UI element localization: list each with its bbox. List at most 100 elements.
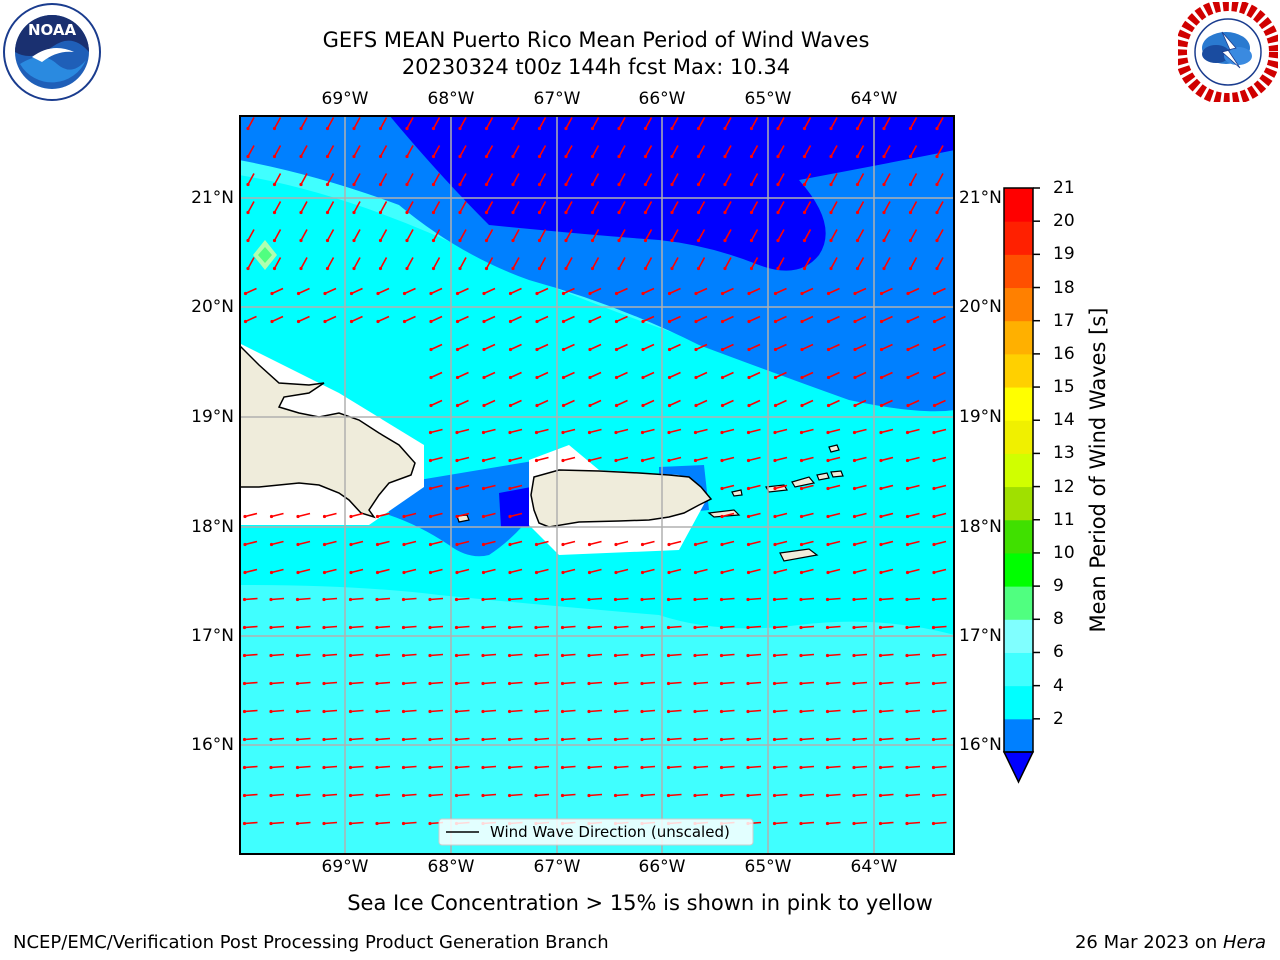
wave-arrow-head: [693, 625, 697, 630]
wave-direction-arrow: [906, 653, 921, 657]
wave-arrow-head: [852, 570, 857, 575]
wave-arrow-head: [535, 375, 539, 380]
wave-arrow-head: [641, 375, 645, 380]
wave-direction-arrow: [881, 287, 893, 295]
wave-direction-arrow: [615, 568, 629, 574]
lat-label-right: 20°N: [959, 297, 1002, 317]
wave-direction-arrow: [591, 173, 600, 185]
wave-arrow-head: [454, 793, 459, 798]
wave-direction-arrow: [562, 540, 576, 546]
wave-arrow-head: [932, 458, 936, 463]
wave-direction-arrow: [747, 765, 762, 769]
wave-direction-arrow: [406, 257, 414, 269]
wave-arrow-head: [428, 709, 432, 714]
wave-arrow-head: [246, 182, 250, 187]
wave-arrow-head: [428, 653, 432, 658]
wave-direction-arrow: [270, 653, 285, 657]
wave-direction-arrow: [775, 315, 787, 323]
colorbar-tick-label: 15: [1053, 377, 1075, 398]
wave-direction-arrow: [323, 709, 338, 713]
wave-direction-arrow: [562, 709, 576, 713]
wave-direction-arrow: [644, 201, 653, 213]
wave-arrow-head: [534, 570, 539, 575]
wave-arrow-head: [272, 126, 277, 131]
wave-direction-arrow: [748, 371, 761, 379]
wave-arrow-head: [643, 210, 648, 215]
wave-arrow-head: [935, 210, 939, 215]
wave-arrow-head: [719, 737, 724, 742]
wave-direction-arrow: [853, 625, 868, 629]
wave-direction-arrow: [270, 737, 285, 741]
wave-arrow-head: [322, 653, 326, 658]
wave-direction-arrow: [588, 597, 603, 601]
wave-direction-arrow: [909, 201, 918, 213]
colorbar-band: [1004, 552, 1033, 587]
wave-arrow-head: [270, 291, 274, 296]
wave-arrow-head: [719, 625, 724, 630]
wave-arrow-head: [935, 182, 939, 187]
map-frame: [239, 115, 955, 855]
wave-arrow-head: [561, 570, 565, 575]
wave-direction-arrow: [883, 229, 891, 241]
wave-arrow-head: [799, 709, 803, 714]
wave-direction-arrow: [907, 484, 920, 490]
wave-direction-arrow: [270, 821, 285, 825]
wave-direction-arrow: [641, 765, 656, 769]
wave-direction-arrow: [883, 201, 891, 213]
wave-direction-arrow: [350, 597, 364, 601]
wave-arrow-head: [799, 737, 803, 742]
wave-direction-arrow: [830, 117, 838, 129]
wave-arrow-head: [776, 238, 780, 243]
wave-direction-arrow: [538, 145, 547, 157]
wave-direction-arrow: [379, 257, 388, 269]
wave-arrow-head: [428, 486, 433, 491]
wave-direction-arrow: [482, 793, 497, 797]
wave-arrow-head: [905, 458, 910, 463]
wave-direction-arrow: [326, 201, 335, 213]
wave-arrow-head: [747, 347, 751, 352]
wave-direction-arrow: [588, 625, 603, 629]
wave-arrow-head: [666, 765, 671, 770]
wave-arrow-head: [905, 542, 910, 547]
wave-direction-arrow: [430, 484, 443, 490]
wave-direction-arrow: [747, 653, 762, 657]
wave-arrow-head: [882, 238, 886, 243]
wave-direction-arrow: [881, 343, 893, 351]
wave-arrow-head: [428, 570, 433, 575]
wave-arrow-head: [905, 765, 909, 770]
wave-direction-arrow: [697, 257, 706, 269]
wave-arrow-head: [829, 238, 833, 243]
wave-direction-arrow: [668, 653, 682, 657]
wave-arrow-head: [746, 625, 750, 630]
wave-arrow-head: [826, 319, 831, 324]
wave-arrow-head: [272, 182, 277, 187]
wave-arrow-head: [666, 597, 671, 602]
wave-direction-arrow: [377, 315, 390, 323]
wave-arrow-head: [401, 709, 406, 714]
wave-arrow-head: [561, 542, 565, 547]
colorbar-tick-label: 6: [1053, 642, 1064, 663]
wave-direction-arrow: [694, 625, 709, 629]
wave-arrow-head: [720, 375, 725, 380]
wave-direction-arrow: [350, 737, 364, 741]
wave-direction-arrow: [880, 821, 894, 825]
wave-arrow-head: [908, 126, 913, 131]
wave-arrow-head: [323, 291, 327, 296]
wave-direction-arrow: [722, 287, 734, 295]
wave-arrow-head: [696, 154, 701, 159]
wave-direction-arrow: [854, 371, 867, 379]
lon-label-top: 67°W: [533, 89, 581, 109]
wave-direction-arrow: [565, 145, 573, 157]
wave-direction-arrow: [351, 287, 363, 295]
wave-direction-arrow: [482, 737, 497, 741]
wave-arrow-head: [428, 765, 432, 770]
wave-direction-arrow: [430, 540, 443, 546]
wave-direction-arrow: [697, 145, 706, 157]
wave-arrow-head: [269, 514, 274, 519]
wave-direction-arrow: [642, 343, 655, 351]
wave-arrow-head: [720, 458, 724, 463]
wave-arrow-head: [428, 625, 432, 630]
wave-arrow-head: [507, 653, 512, 658]
wave-direction-arrow: [642, 456, 655, 462]
wave-direction-arrow: [404, 315, 416, 323]
